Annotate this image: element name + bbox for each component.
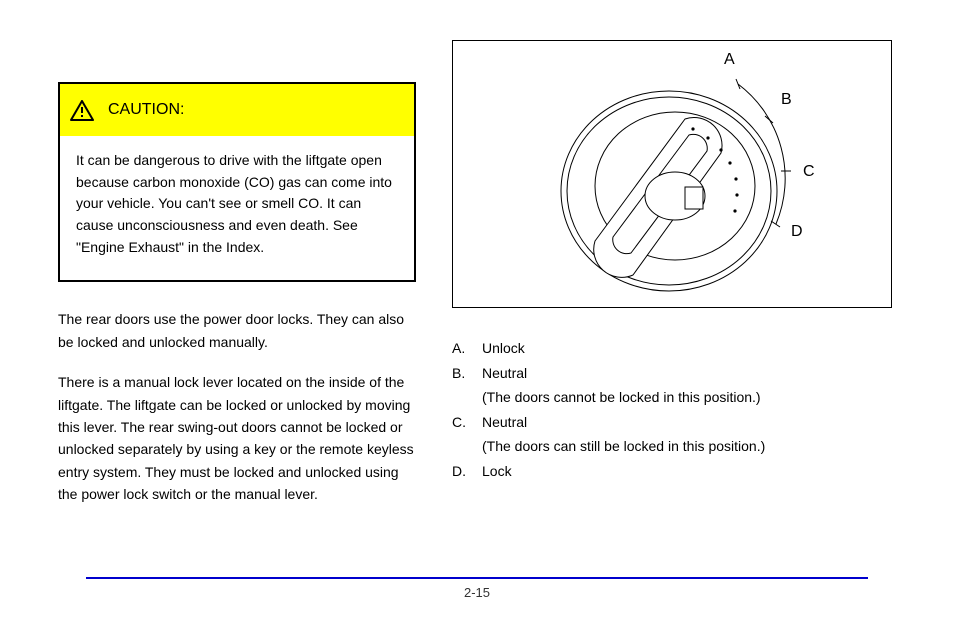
caution-body: It can be dangerous to drive with the li…	[60, 136, 414, 280]
diagram-label-B: B	[781, 91, 792, 108]
paragraph-2: There is a manual lock lever located on …	[58, 371, 416, 505]
legend-text: Neutral	[482, 410, 527, 435]
warning-triangle-icon	[70, 100, 94, 121]
legend-label: B.	[452, 361, 482, 386]
legend-row: C.Neutral	[452, 410, 892, 435]
legend-row: (The doors cannot be locked in this posi…	[452, 385, 892, 410]
caution-title: CAUTION:	[108, 101, 184, 119]
diagram-label-C: C	[803, 163, 815, 180]
page-footer: 2-15	[86, 577, 868, 600]
diagram-label-A: A	[724, 51, 735, 68]
diagram-legend: A.UnlockB.Neutral(The doors cannot be lo…	[452, 336, 892, 483]
legend-row: B.Neutral	[452, 361, 892, 386]
legend-label: A.	[452, 336, 482, 361]
legend-text: (The doors can still be locked in this p…	[482, 434, 765, 459]
legend-text: Lock	[482, 459, 512, 484]
legend-text: Unlock	[482, 336, 525, 361]
legend-label	[452, 434, 482, 459]
body-text: The rear doors use the power door locks.…	[58, 308, 416, 505]
legend-text: (The doors cannot be locked in this posi…	[482, 385, 761, 410]
legend-label: C.	[452, 410, 482, 435]
caution-header: CAUTION:	[60, 84, 414, 136]
diagram-label-D: D	[791, 223, 803, 240]
legend-label	[452, 385, 482, 410]
legend-label: D.	[452, 459, 482, 484]
legend-row: D.Lock	[452, 459, 892, 484]
caution-box: CAUTION: It can be dangerous to drive wi…	[58, 82, 416, 282]
diagram-box: A B C D	[452, 40, 892, 308]
legend-row: (The doors can still be locked in this p…	[452, 434, 892, 459]
legend-text: Neutral	[482, 361, 527, 386]
page-number: 2-15	[464, 585, 490, 600]
paragraph-1: The rear doors use the power door locks.…	[58, 308, 416, 353]
legend-row: A.Unlock	[452, 336, 892, 361]
lock-dial-diagram: A B C D	[453, 41, 893, 309]
